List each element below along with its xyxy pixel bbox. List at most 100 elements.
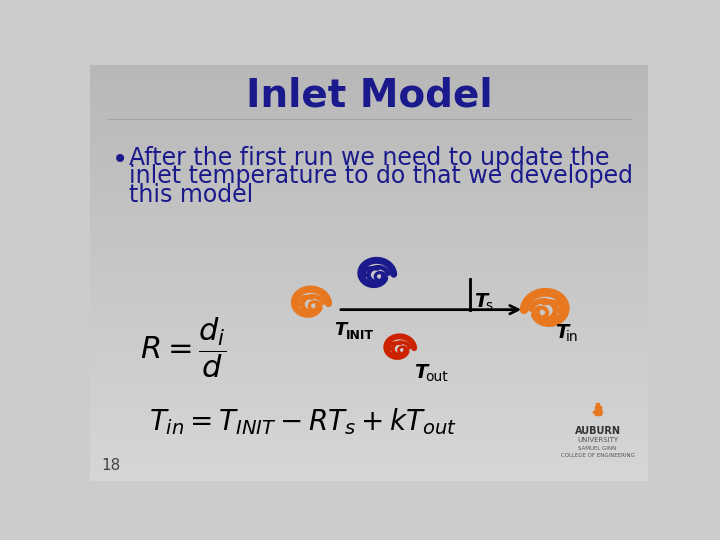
Bar [90,372,648,377]
Bar [90,304,648,309]
Bar [90,132,648,138]
Bar [90,470,648,475]
Bar [90,127,648,132]
Bar [90,168,648,174]
Bar [90,237,648,241]
Bar [90,65,648,70]
Bar [90,231,648,237]
Text: COLLEGE OF ENGINEERING: COLLEGE OF ENGINEERING [561,453,634,458]
Text: INIT: INIT [346,328,374,342]
Bar [90,215,648,221]
Bar [90,252,648,257]
Bar [90,294,648,299]
Bar [90,330,648,335]
Bar [90,96,648,101]
Bar [90,455,648,460]
Bar [90,190,648,195]
Bar [90,377,648,382]
Bar [90,278,648,283]
Text: Inlet Model: Inlet Model [246,77,492,114]
Text: inlet temperature to do that we developed: inlet temperature to do that we develope… [129,164,633,188]
Bar [90,138,648,143]
Bar [90,314,648,320]
Bar [90,361,648,366]
Text: T: T [555,323,568,342]
Bar [90,226,648,231]
Bar [90,418,648,423]
Bar [90,309,648,314]
Bar [90,158,648,164]
Bar [90,335,648,340]
Bar [90,257,648,262]
Bar [90,392,648,397]
Text: AUBURN: AUBURN [575,426,621,436]
Bar [90,460,648,465]
Bar [90,325,648,330]
Bar [90,397,648,403]
Text: SAMUEL GINN: SAMUEL GINN [578,446,617,451]
Bar [90,356,648,361]
Bar [90,221,648,226]
Text: •: • [112,146,128,174]
Bar [90,444,648,449]
Bar [90,387,648,392]
Bar [90,106,648,112]
Bar [90,267,648,273]
Text: out: out [425,370,448,384]
Bar [90,283,648,288]
Bar [90,382,648,387]
Text: s: s [485,299,492,313]
Bar [90,164,648,168]
Bar [90,340,648,346]
Bar [90,350,648,356]
Bar [90,320,648,325]
Text: $R = \dfrac{d_i}{d}$: $R = \dfrac{d_i}{d}$ [140,316,226,381]
Bar [90,403,648,408]
Bar [90,205,648,211]
Bar [90,262,648,267]
Bar [90,179,648,184]
Bar [90,117,648,122]
Bar [90,299,648,304]
Bar [90,112,648,117]
Text: UNIVERSITY: UNIVERSITY [577,437,618,443]
Bar [90,241,648,247]
Bar [90,288,648,294]
Text: in: in [566,330,578,345]
Text: T: T [414,363,427,382]
Bar [90,122,648,127]
Text: T: T [474,293,487,312]
Bar [90,153,648,158]
Bar [595,406,600,415]
Bar [90,408,648,413]
Bar [596,403,599,407]
Text: T: T [334,321,346,340]
Bar [90,148,648,153]
Bar [90,429,648,434]
Bar [90,247,648,252]
Bar [593,410,602,413]
Bar [90,465,648,470]
Bar [90,211,648,215]
Bar [90,195,648,200]
Bar [90,174,648,179]
Bar [90,70,648,75]
Text: After the first run we need to update the: After the first run we need to update th… [129,146,609,170]
Text: $T_{in} = T_{INIT} - RT_s + kT_{out}$: $T_{in} = T_{INIT} - RT_s + kT_{out}$ [149,406,457,437]
Bar [90,434,648,439]
Bar [90,91,648,96]
Text: this model: this model [129,183,253,207]
Bar [90,449,648,455]
Bar [90,423,648,429]
Bar [90,346,648,350]
Bar [90,475,648,481]
Text: 18: 18 [102,458,121,473]
Bar [90,439,648,444]
Bar [90,413,648,418]
Bar [90,75,648,80]
Bar [90,184,648,190]
Bar [90,143,648,148]
Bar [90,273,648,278]
Bar [90,366,648,372]
Bar [90,85,648,91]
